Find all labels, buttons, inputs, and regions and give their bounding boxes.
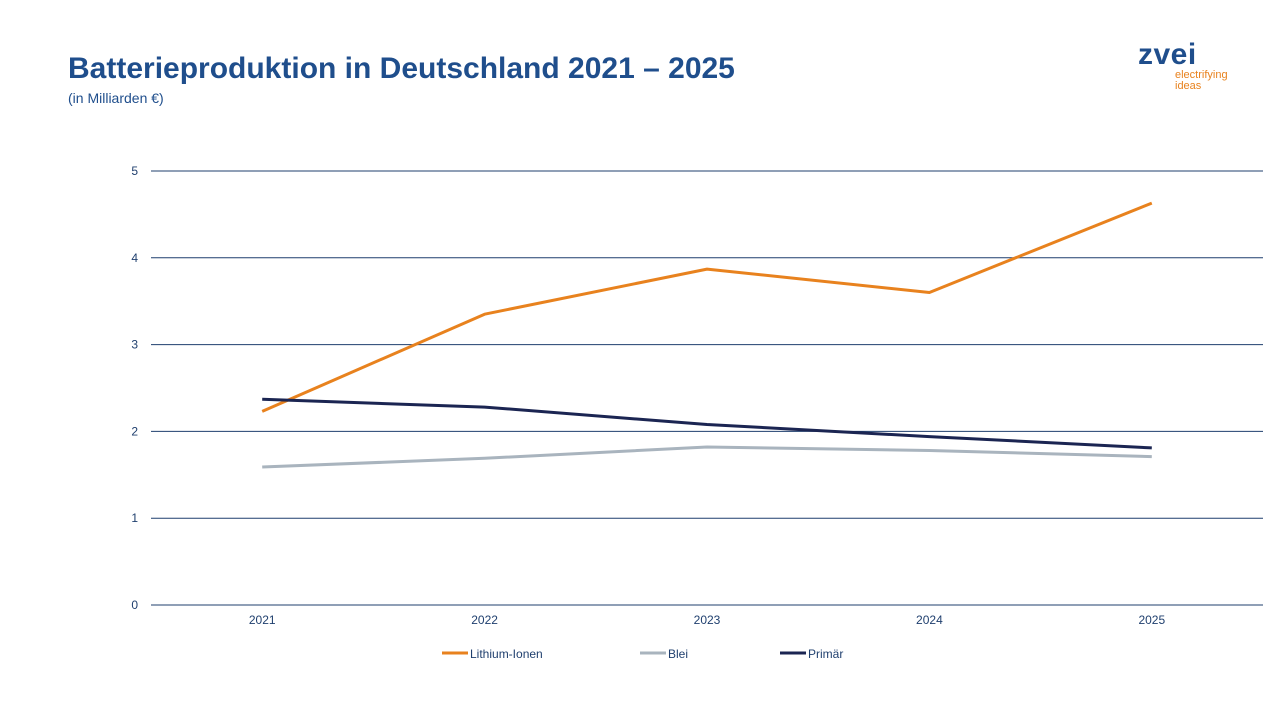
x-tick-label: 2023: [694, 613, 721, 627]
y-tick-label: 0: [131, 598, 138, 612]
y-tick-label: 3: [131, 338, 138, 352]
zvei-logo: zvei electrifying ideas: [1138, 40, 1228, 92]
x-tick-label: 2025: [1138, 613, 1165, 627]
logo-tagline-1: electrifying: [1175, 69, 1228, 81]
chart-title: Batterieproduktion in Deutschland 2021 –…: [68, 52, 735, 85]
x-tick-label: 2022: [471, 613, 498, 627]
y-tick-label: 1: [131, 511, 138, 525]
x-tick-label: 2021: [249, 613, 276, 627]
legend-label: Primär: [808, 647, 843, 661]
chart-subtitle: (in Milliarden €): [68, 90, 164, 106]
series-line-blei: [262, 445, 1152, 469]
y-tick-label: 5: [131, 164, 138, 178]
x-tick-label: 2024: [916, 613, 943, 627]
logo-word: zvei: [1138, 38, 1197, 71]
logo-tagline-2: ideas: [1175, 80, 1202, 92]
y-tick-label: 4: [131, 251, 138, 265]
series-line-prim-r: [262, 397, 1152, 450]
legend-label: Blei: [668, 647, 688, 661]
y-tick-label: 2: [131, 424, 138, 438]
series-line-lithium-ionen: [261, 201, 1153, 413]
legend-label: Lithium-Ionen: [470, 647, 543, 661]
